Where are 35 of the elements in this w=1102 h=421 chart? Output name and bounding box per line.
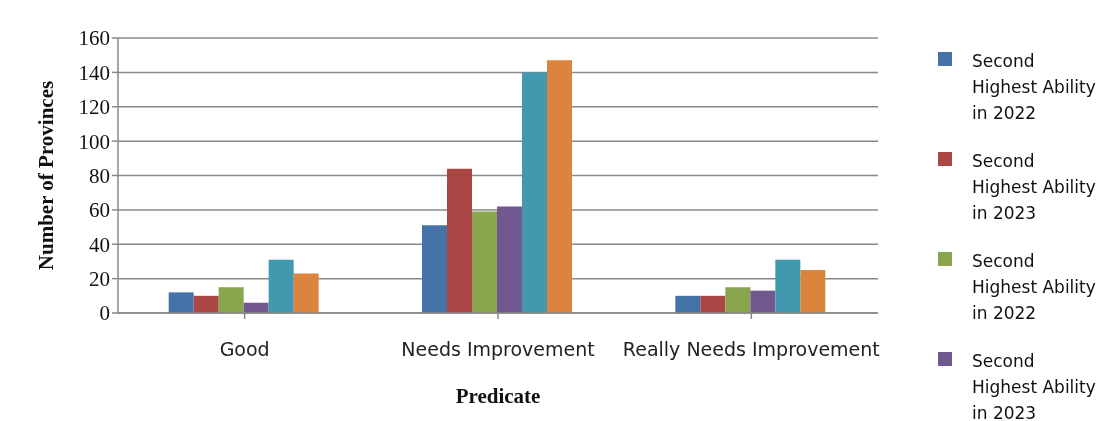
bar [268,259,294,313]
y-tick-label: 60 [89,198,110,223]
bar [497,206,522,313]
x-tick-label: Good [219,338,270,361]
y-tick-label: 120 [78,95,110,120]
legend-label: Second Highest Ability in 2022 [972,250,1097,325]
bar [422,225,447,313]
bar [725,287,751,313]
bar [472,211,497,313]
y-tick-label: 0 [99,301,110,326]
y-tick-label: 80 [89,163,110,188]
x-axis-title: Predicate [455,384,541,408]
bar [193,295,219,313]
bar [675,295,701,313]
bar [750,290,776,313]
bar [218,287,244,313]
bar [775,259,801,313]
bar [700,295,726,313]
y-tick-label: 160 [78,26,110,51]
legend-label: Second Highest Ability in 2023 [972,350,1097,421]
y-tick-label: 140 [78,60,110,85]
y-tick-label: 20 [89,267,110,292]
bar [447,168,472,313]
bar [800,270,826,313]
legend-label: Second Highest Ability in 2022 [972,50,1097,125]
y-tick-label: 100 [78,129,110,154]
bar [293,273,319,313]
x-tick-label: Needs Improvement [401,338,595,361]
x-tick-label: Really Needs Improvement [622,338,880,361]
y-tick-label: 40 [89,232,110,257]
bar [547,60,572,313]
bar [522,72,547,313]
bar [168,292,194,313]
legend-label: Second Highest Ability in 2023 [972,150,1097,225]
y-axis-title: Number of Provinces [34,80,59,271]
